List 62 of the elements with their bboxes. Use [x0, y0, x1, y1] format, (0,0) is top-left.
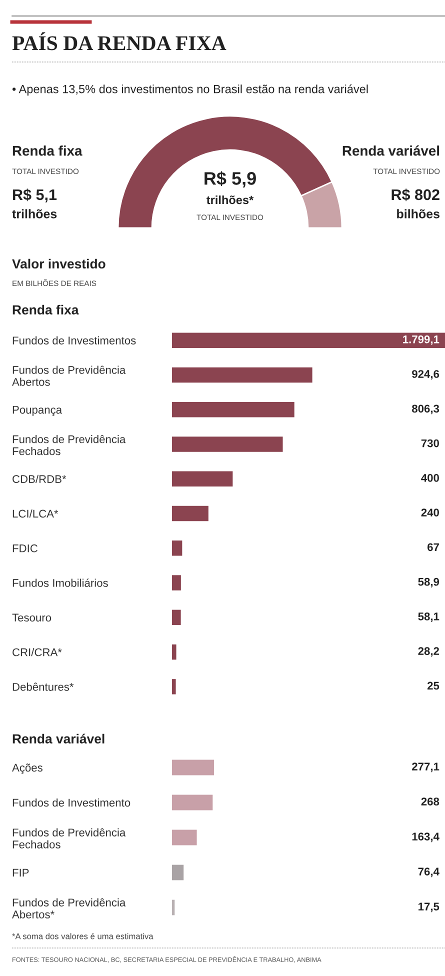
bar	[172, 760, 214, 776]
data-label: 277,1	[412, 762, 440, 772]
bar	[172, 575, 181, 590]
data-label: 25	[427, 682, 440, 690]
bar	[172, 436, 283, 452]
data-label: 924,6	[412, 370, 440, 380]
data-label: 400	[421, 474, 439, 482]
chart-subtitle: • Apenas 13,5% dos investimentos no Brasil estão na renda variável	[12, 84, 368, 96]
text: Renda fixa	[12, 304, 79, 315]
y-tick-label: Ações	[12, 764, 42, 774]
bar	[172, 332, 445, 348]
data-label: 163,4	[412, 832, 440, 842]
y-tick-label: Fundos de Investimentos	[12, 336, 136, 344]
bar	[172, 864, 184, 880]
bar	[172, 506, 208, 522]
y-tick-label: FIP	[12, 868, 29, 877]
data-label: 240	[421, 508, 439, 516]
bar	[172, 367, 312, 383]
data-label: 1.799,1	[403, 335, 440, 345]
y-tick-label: FDIC	[12, 544, 38, 552]
text: R$ 5,1	[13, 188, 57, 202]
text: bilhões	[397, 209, 440, 218]
y-tick-label: Tesouro	[12, 614, 52, 622]
bar	[172, 900, 175, 916]
y-tick-label: Fundos de Previdência Abertos*	[12, 898, 126, 918]
y-tick-label: Fundos de Previdência Fechados	[12, 828, 126, 848]
y-tick-label: Poupança	[12, 406, 62, 416]
data-label: 730	[421, 439, 439, 448]
slice-label: Renda fixa	[12, 146, 82, 156]
bar	[172, 794, 213, 810]
text: R$ 5,9	[204, 171, 256, 188]
bar	[172, 471, 233, 486]
data-label: 268	[421, 798, 440, 806]
slice-label: Renda variável	[342, 145, 440, 156]
y-tick-label: LCI/LCA*	[12, 509, 58, 518]
data-label: 806,3	[412, 404, 440, 414]
chart-title: PAÍS DA RENDA FIXA	[12, 32, 226, 50]
bar	[172, 540, 182, 556]
text: trilhões	[12, 209, 57, 218]
data-label: 76,4	[418, 868, 440, 878]
y-tick-label: Fundos de Investimento	[12, 798, 130, 807]
y-tick-label: Fundos de Previdência Abertos	[12, 366, 126, 386]
bar	[172, 402, 294, 418]
bar	[172, 830, 197, 846]
bar	[172, 644, 176, 660]
text: R$ 802	[392, 188, 440, 202]
data-label: 58,1	[418, 612, 440, 622]
data-label: 28,2	[418, 647, 439, 657]
text: Renda variável	[12, 734, 104, 744]
data-label: 58,9	[418, 578, 440, 588]
text: trilhões*	[206, 196, 254, 204]
text: Valor investido	[12, 258, 106, 269]
bar	[172, 679, 176, 694]
y-tick-label: Debêntures*	[12, 682, 74, 691]
data-label: 17,5	[418, 902, 440, 912]
y-tick-label: Fundos Imobiliários	[12, 578, 108, 587]
y-tick-label: CRI/CRA*	[12, 648, 62, 656]
bar	[172, 610, 181, 626]
text: *A soma dos valores é uma estimativa	[12, 933, 154, 940]
data-label: 67	[427, 543, 439, 552]
y-tick-label: Fundos de Previdência Fechados	[12, 434, 126, 456]
y-tick-label: CDB/RDB*	[12, 474, 66, 483]
